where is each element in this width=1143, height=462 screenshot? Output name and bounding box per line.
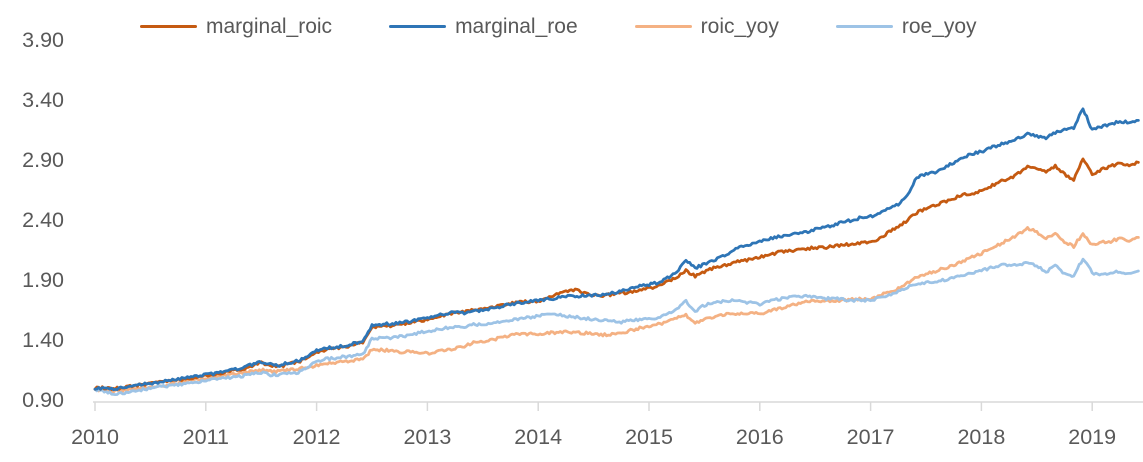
y-tick-label-3.40: 3.40 [22,88,64,112]
legend-item-marginal_roic: marginal_roic [140,16,332,37]
x-tick-label-2010: 2010 [71,425,119,449]
x-tick-label-2012: 2012 [293,425,341,449]
legend-item-roe_yoy: roe_yoy [835,15,977,38]
chart-line-marginal_roic [93,157,1140,392]
legend-swatch-roe_yoy [835,24,893,29]
x-tick-label-2011: 2011 [183,425,229,449]
chart-legend: marginal_roic marginal_roe roic_yoy roe_yoy [140,16,977,37]
legend-swatch-roic_yoy [634,24,692,29]
legend-label-marginal_roic: marginal_roic [206,15,333,38]
y-tick-label-1.90: 1.90 [22,268,64,292]
legend-swatch-marginal_roic [140,24,197,29]
legend-swatch-marginal_roe [389,24,447,29]
y-tick-label-0.90: 0.90 [22,388,64,412]
x-tick-label-2013: 2013 [403,425,451,449]
legend-label-marginal_roe: marginal_roe [455,15,578,38]
legend-label-roic_yoy: roic_yoy [700,15,779,38]
chart-line-roic_yoy [93,226,1140,394]
y-tick-label-2.90: 2.90 [22,148,64,172]
x-tick-label-2017: 2017 [847,425,895,449]
x-tick-label-2016: 2016 [736,425,784,449]
x-tick-label-2015: 2015 [625,425,673,449]
x-tick-label-2018: 2018 [957,425,1005,449]
x-tick-label-2019: 2019 [1068,425,1116,449]
chart-line-roe_yoy [93,257,1140,397]
legend-item-roic_yoy: roic_yoy [634,15,779,38]
y-tick-label-3.90: 3.90 [22,28,64,52]
legend-label-roe_yoy: roe_yoy [901,15,977,38]
chart-line-marginal_roe [93,107,1140,392]
x-tick-label-2014: 2014 [514,425,562,449]
y-tick-label-2.40: 2.40 [22,208,64,232]
legend-item-marginal_roe: marginal_roe [389,16,578,37]
y-tick-label-1.40: 1.40 [22,328,64,352]
